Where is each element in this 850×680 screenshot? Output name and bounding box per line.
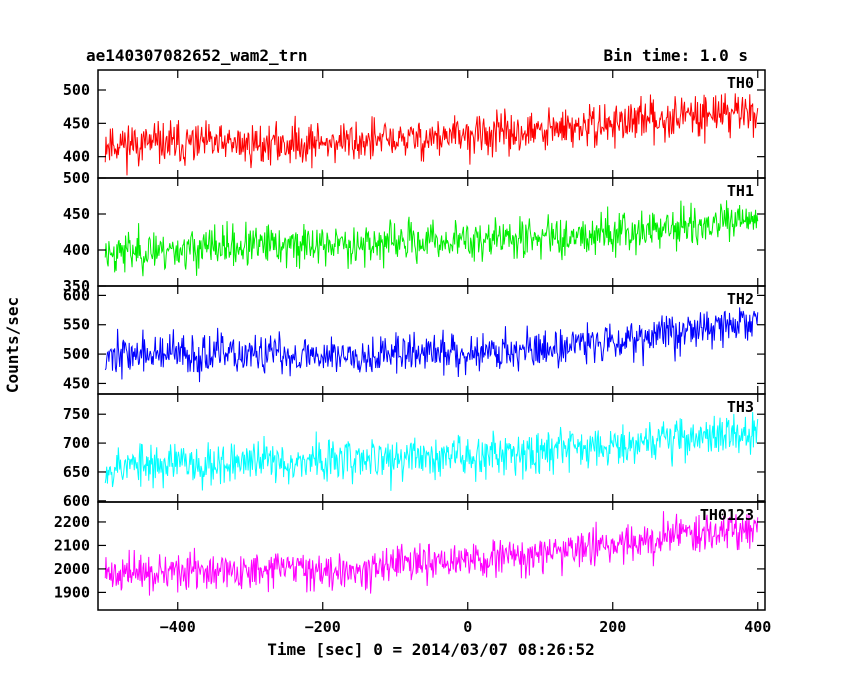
chart-subtitle: Bin time: 1.0 s [604,46,749,65]
x-tick-label: 200 [599,618,626,636]
y-tick-label: 600 [63,286,90,304]
x-tick-label: 0 [463,618,472,636]
series-label-th1: TH1 [727,182,754,200]
y-tick-label: 450 [63,114,90,132]
y-tick-label: 500 [63,345,90,363]
y-tick-label: 650 [63,463,90,481]
y-tick-label: 350 [63,277,90,295]
y-tick-label: 400 [63,241,90,259]
y-tick-label: 500 [63,81,90,99]
x-tick-label: −400 [160,618,196,636]
series-label-th2: TH2 [727,290,754,308]
series-line-th2 [104,307,759,383]
series-line-th0123 [104,509,759,596]
series-label-th0: TH0 [727,74,754,92]
y-tick-label: 500 [63,169,90,187]
y-tick-label: 2200 [54,513,90,531]
y-tick-label: 600 [63,492,90,510]
chart-title: ae140307082652_wam2_trn [86,46,308,65]
panels-group: 400 450 500 TH0 350 400 450 500 TH1 450 500 550 600 T… [54,69,766,611]
panel-frame [97,501,766,611]
y-tick-label: 700 [63,434,90,452]
y-tick-label: 2100 [54,536,90,554]
y-tick-label: 1900 [54,583,90,601]
panel-th2: 450 500 550 600 TH2 [63,285,766,395]
panel-th0123: 1900 2000 2100 2200 TH0123 [54,501,766,611]
panel-th3: 600 650 700 750 TH3 [63,393,766,510]
y-tick-label: 750 [63,405,90,423]
x-axis: −400 −200 0 200 400 [160,618,772,636]
series-label-th3: TH3 [727,398,754,416]
panel-th0: 400 450 500 TH0 [63,69,766,179]
series-line-th3 [104,411,759,491]
y-tick-label: 400 [63,148,90,166]
x-tick-label: 400 [744,618,771,636]
y-axis-label: Counts/sec [3,297,22,393]
x-axis-label: Time [sec] 0 = 2014/03/07 08:26:52 [267,640,595,659]
panel-frame [97,69,766,179]
series-label-th0123: TH0123 [700,506,754,524]
x-tick-label: −200 [305,618,341,636]
panel-th1: 350 400 450 500 TH1 [63,169,766,295]
series-line-th0 [104,93,759,176]
y-tick-label: 450 [63,374,90,392]
y-tick-label: 550 [63,316,90,334]
y-tick-label: 2000 [54,560,90,578]
series-line-th1 [104,200,759,277]
y-tick-label: 450 [63,205,90,223]
